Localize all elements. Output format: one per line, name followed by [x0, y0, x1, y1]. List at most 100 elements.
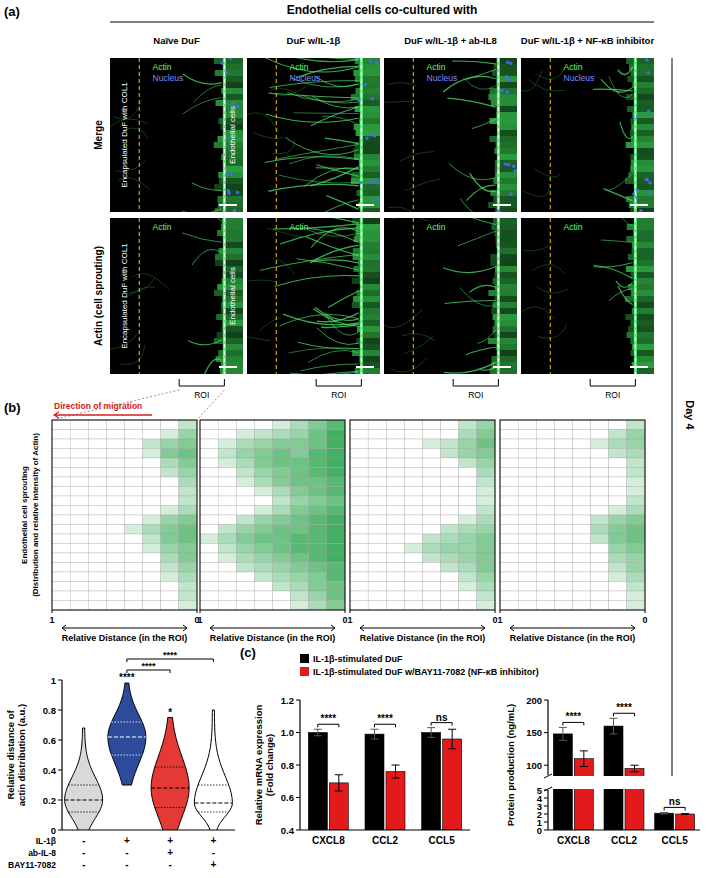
heatmap-cell — [554, 496, 572, 506]
decor — [374, 180, 378, 184]
y-axis-label: actin distribution (a.u.) — [16, 704, 27, 806]
x-tick-label: CXCL8 — [557, 835, 590, 846]
heatmap-cell — [218, 515, 236, 525]
y-tick — [58, 770, 62, 771]
heatmap-cell — [609, 506, 627, 516]
heatmap-cell — [500, 468, 518, 478]
heatmap-cell — [143, 591, 161, 601]
heatmap-cell — [386, 515, 404, 525]
heatmap-cell — [236, 515, 254, 525]
heatmap-cell — [161, 439, 179, 449]
comparison-bracket — [563, 722, 584, 725]
decor — [607, 173, 633, 191]
roi-label: ROI — [468, 390, 483, 400]
heatmap-cell — [627, 468, 645, 478]
micrograph — [247, 218, 380, 374]
decor — [294, 112, 359, 114]
heatmap-cell — [200, 515, 218, 525]
decor — [537, 64, 567, 79]
decor — [269, 93, 359, 98]
significance: **** — [163, 650, 178, 660]
decor — [634, 218, 637, 374]
bar — [676, 814, 695, 830]
violin-quartile — [112, 722, 143, 723]
decor — [550, 58, 551, 212]
heatmap-cell — [554, 439, 572, 449]
heatmap-cell — [350, 449, 368, 459]
violin-quartile — [68, 812, 99, 813]
heatmap-cell — [327, 420, 345, 430]
heatmap-cell — [309, 582, 327, 592]
decor — [628, 172, 654, 178]
heatmap-cell — [179, 420, 197, 430]
decor — [326, 196, 358, 210]
heatmap-cell — [609, 582, 627, 592]
heatmap-cell — [423, 487, 441, 497]
heatmap-cell — [404, 496, 422, 506]
heatmap-cell — [200, 553, 218, 563]
heatmap-cell — [536, 506, 554, 516]
decor — [183, 74, 222, 84]
heatmap-cell — [404, 458, 422, 468]
decor — [452, 61, 495, 64]
decor — [229, 58, 233, 60]
heatmap-cell — [161, 525, 179, 535]
heatmap-cell — [106, 553, 124, 563]
heatmap-cell — [218, 553, 236, 563]
decor — [630, 338, 654, 344]
channel-label: Actin — [153, 222, 172, 232]
heatmap-cell — [218, 468, 236, 478]
heatmap-cell — [627, 430, 645, 440]
decor — [354, 236, 380, 242]
channel-label: Actin — [564, 222, 583, 232]
decor — [618, 67, 633, 75]
violin-median — [65, 799, 103, 800]
violin-quartile — [155, 767, 186, 768]
heatmap-cell — [627, 553, 645, 563]
decor — [224, 218, 225, 374]
heatmap-cell — [125, 544, 143, 554]
heatmap-cell — [309, 534, 327, 544]
heatmap-cell — [404, 572, 422, 582]
condition-value: + — [167, 835, 173, 846]
x-axis-label: Relative Distance (in the ROI) — [62, 633, 188, 643]
decor — [217, 332, 243, 338]
heatmap-cell — [368, 420, 386, 430]
heatmap-cell — [125, 420, 143, 430]
decor — [354, 148, 380, 154]
decor — [493, 314, 517, 320]
decor — [289, 372, 358, 374]
scale-bar — [219, 366, 237, 368]
migration-arrow — [54, 412, 152, 418]
decor — [361, 308, 380, 314]
heatmap-cell — [591, 487, 609, 497]
heatmap-cell — [236, 468, 254, 478]
column-header: DuF w/IL-1β — [287, 35, 341, 46]
decor — [352, 350, 380, 356]
heatmap-cell — [52, 525, 70, 535]
decor — [325, 138, 359, 144]
decor — [491, 356, 517, 362]
heatmap-cell — [459, 591, 477, 601]
decor — [253, 133, 283, 139]
heatmap-cell — [218, 439, 236, 449]
heatmap-cell — [536, 458, 554, 468]
error-bar — [448, 729, 456, 749]
heatmap-cell — [609, 420, 627, 430]
heatmap-cell — [404, 468, 422, 478]
heatmap-cell — [125, 553, 143, 563]
significance: * — [168, 707, 172, 718]
heatmap-cell — [70, 534, 88, 544]
heatmap-cell — [477, 563, 495, 573]
heatmap-cell — [291, 506, 309, 516]
micrograph-content — [247, 58, 380, 212]
heatmap-cell — [441, 553, 459, 563]
heatmap-cell — [143, 572, 161, 582]
micrograph-content — [384, 218, 517, 374]
y-tick — [544, 790, 548, 791]
heatmap-cell — [386, 468, 404, 478]
region-label: Encapsulated DuF with COL1 — [120, 243, 129, 349]
scale-bar — [493, 366, 511, 368]
channel-label: Nucleus — [153, 73, 184, 83]
heatmap-cell — [423, 553, 441, 563]
